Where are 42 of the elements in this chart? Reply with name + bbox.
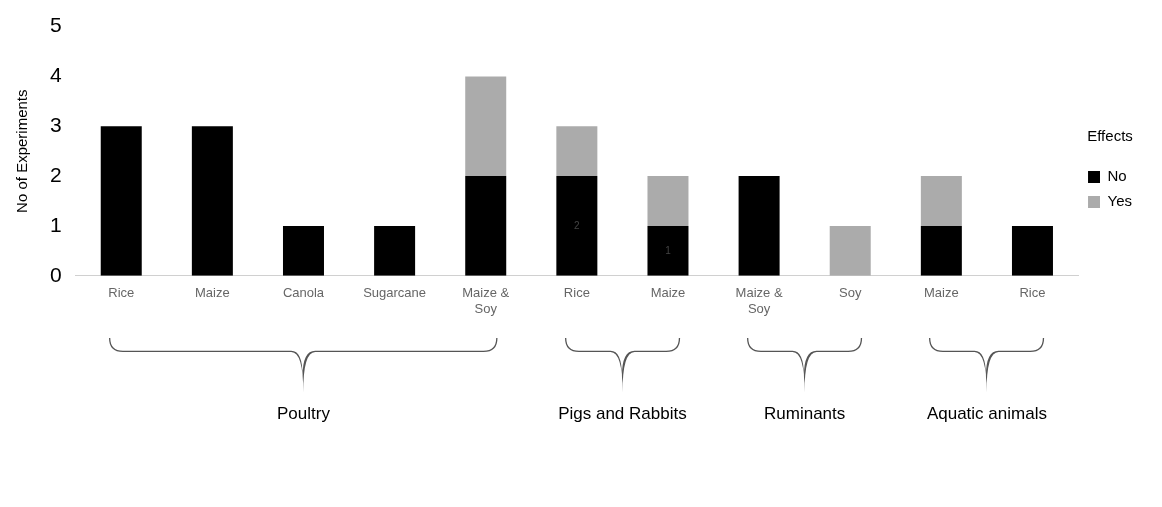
y-tick-label: 3: [49, 113, 62, 137]
bar: [738, 176, 780, 276]
bar: [1011, 225, 1053, 276]
text: Ruminants: [764, 403, 846, 424]
bar: [465, 176, 507, 276]
bar: [920, 176, 962, 226]
x-tick-label: Rice: [1019, 285, 1046, 301]
bar: [100, 126, 142, 276]
legend-label: No: [1107, 167, 1127, 185]
bar: [647, 225, 689, 276]
bar: [556, 176, 598, 276]
bar: [465, 76, 507, 177]
x-tick-label: Maize: [650, 285, 686, 301]
legend-title: Effects: [1087, 127, 1133, 145]
bar: [374, 225, 416, 276]
y-tick-label: 0: [49, 262, 62, 286]
x-tick-label: Canola: [282, 285, 325, 301]
y-axis-title: No of Experiments: [13, 89, 31, 213]
y-tick-label: 4: [49, 63, 62, 87]
text: Aquatic animals: [926, 403, 1047, 424]
x-tick-label: Maize: [924, 285, 959, 301]
x-tick-label: Rice: [563, 285, 590, 301]
bar: [920, 225, 962, 276]
text: Pigs and Rabbits: [558, 403, 687, 424]
y-tick-label: 5: [49, 13, 62, 37]
bar: [829, 225, 871, 276]
text: Poultry: [277, 403, 330, 424]
x-tick-label: Maize & Soy: [735, 285, 783, 316]
x-tick-label: Sugarcane: [363, 285, 427, 301]
y-tick-label: 2: [49, 162, 62, 186]
data-label: 2: [574, 219, 581, 231]
data-label: 1: [665, 244, 672, 256]
x-tick-label: Maize & Soy: [462, 285, 510, 316]
y-tick-label: 1: [49, 212, 62, 236]
x-tick-label: Soy: [839, 285, 862, 301]
x-tick-label: Maize: [195, 285, 230, 301]
legend-label: Yes: [1107, 192, 1133, 210]
bar: [282, 225, 324, 276]
bar: [647, 176, 689, 226]
bar: [191, 126, 233, 276]
x-tick-label: Rice: [108, 285, 135, 301]
bar: [556, 126, 598, 177]
